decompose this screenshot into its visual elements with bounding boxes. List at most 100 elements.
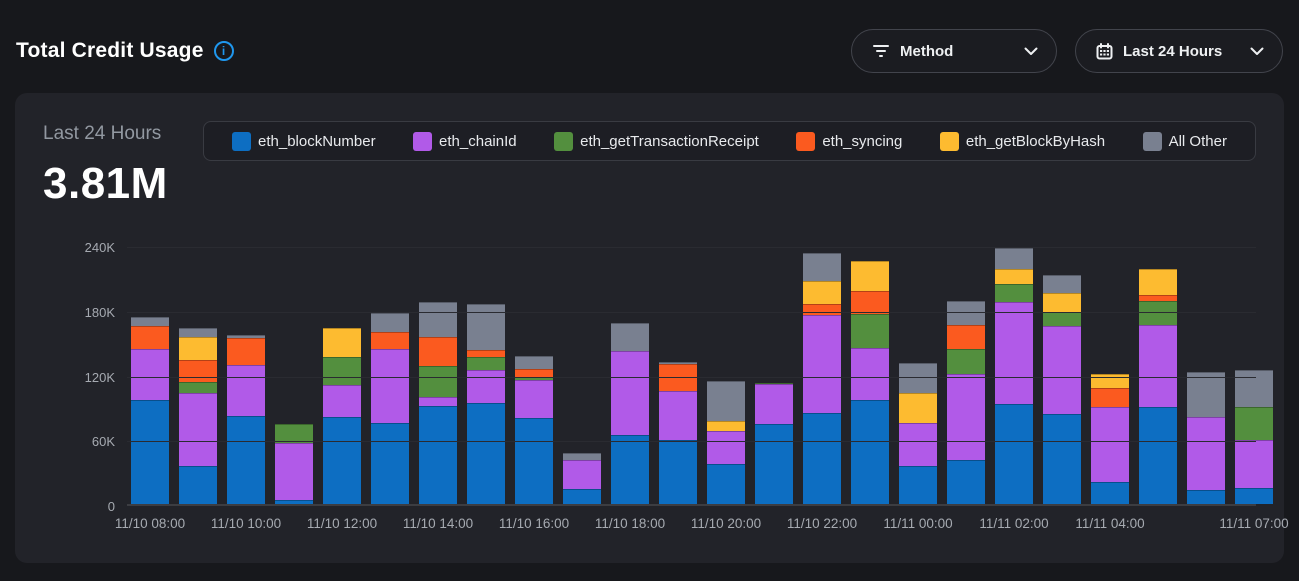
legend-item-All Other[interactable]: All Other	[1142, 131, 1227, 151]
bar-segment-eth_blockNumber[interactable]	[1235, 487, 1273, 504]
legend-item-eth_blockNumber[interactable]: eth_blockNumber	[232, 131, 376, 151]
bar-11/10 23:00[interactable]	[851, 261, 889, 504]
bar-segment-eth_chainId[interactable]	[851, 347, 889, 401]
bar-segment-eth_getBlockByHash[interactable]	[803, 280, 841, 305]
bar-segment-eth_getTransactionReceipt[interactable]	[947, 348, 985, 374]
bar-segment-eth_chainId[interactable]	[371, 348, 409, 424]
bar-segment-eth_chainId[interactable]	[467, 370, 505, 403]
bar-segment-eth_getBlockByHash[interactable]	[179, 336, 217, 361]
bar-segment-eth_chainId[interactable]	[899, 423, 937, 467]
bar-segment-All Other[interactable]	[131, 317, 169, 326]
bar-segment-eth_syncing[interactable]	[1139, 294, 1177, 302]
bar-segment-eth_blockNumber[interactable]	[563, 488, 601, 504]
bar-segment-eth_blockNumber[interactable]	[323, 416, 361, 504]
bar-segment-All Other[interactable]	[707, 381, 745, 421]
bar-11/11 07:00[interactable]	[1235, 370, 1273, 504]
bar-segment-eth_chainId[interactable]	[1187, 416, 1225, 490]
bar-segment-eth_blockNumber[interactable]	[899, 466, 937, 504]
bar-segment-eth_chainId[interactable]	[227, 364, 265, 416]
bar-segment-eth_getTransactionReceipt[interactable]	[467, 357, 505, 371]
bar-segment-All Other[interactable]	[1043, 275, 1081, 293]
bar-11/10 10:00[interactable]	[227, 334, 265, 504]
bar-segment-eth_getBlockByHash[interactable]	[899, 392, 937, 424]
bar-11/10 08:00[interactable]	[131, 317, 169, 504]
bar-segment-All Other[interactable]	[659, 361, 697, 364]
bar-11/10 22:00[interactable]	[803, 252, 841, 504]
bar-segment-eth_syncing[interactable]	[515, 369, 553, 377]
bar-segment-eth_getBlockByHash[interactable]	[1139, 268, 1177, 295]
bar-segment-eth_chainId[interactable]	[995, 302, 1033, 404]
bar-segment-eth_syncing[interactable]	[467, 349, 505, 358]
bar-segment-eth_blockNumber[interactable]	[179, 466, 217, 504]
bar-segment-All Other[interactable]	[563, 453, 601, 460]
bar-11/10 15:00[interactable]	[467, 304, 505, 504]
bar-segment-eth_getBlockByHash[interactable]	[851, 261, 889, 292]
bar-segment-eth_getBlockByHash[interactable]	[323, 328, 361, 358]
bar-segment-All Other[interactable]	[1187, 372, 1225, 417]
bar-segment-eth_getTransactionReceipt[interactable]	[419, 365, 457, 398]
bar-segment-eth_chainId[interactable]	[611, 350, 649, 435]
bar-segment-eth_blockNumber[interactable]	[1187, 490, 1225, 504]
bar-segment-eth_blockNumber[interactable]	[227, 415, 265, 504]
bar-segment-eth_getTransactionReceipt[interactable]	[995, 283, 1033, 303]
bar-segment-eth_chainId[interactable]	[275, 442, 313, 500]
date-range-dropdown[interactable]: Last 24 Hours	[1075, 29, 1283, 73]
bar-11/10 13:00[interactable]	[371, 313, 409, 504]
bar-11/10 18:00[interactable]	[611, 322, 649, 504]
bar-segment-eth_getTransactionReceipt[interactable]	[1139, 301, 1177, 325]
bar-11/10 17:00[interactable]	[563, 453, 601, 504]
bar-segment-eth_chainId[interactable]	[179, 392, 217, 467]
bar-11/10 16:00[interactable]	[515, 356, 553, 504]
bar-11/10 12:00[interactable]	[323, 328, 361, 504]
bar-segment-eth_getTransactionReceipt[interactable]	[179, 382, 217, 393]
bar-11/10 11:00[interactable]	[275, 424, 313, 504]
legend-item-eth_syncing[interactable]: eth_syncing	[796, 131, 902, 151]
bar-segment-eth_blockNumber[interactable]	[947, 459, 985, 504]
bar-segment-All Other[interactable]	[611, 322, 649, 351]
bar-11/11 02:00[interactable]	[995, 248, 1033, 504]
bar-segment-All Other[interactable]	[1235, 370, 1273, 407]
bar-segment-All Other[interactable]	[899, 362, 937, 393]
bar-11/10 19:00[interactable]	[659, 361, 697, 504]
bar-segment-All Other[interactable]	[179, 328, 217, 337]
bar-segment-eth_getBlockByHash[interactable]	[995, 268, 1033, 284]
legend-item-eth_getBlockByHash[interactable]: eth_getBlockByHash	[939, 131, 1105, 151]
bar-segment-All Other[interactable]	[947, 301, 985, 326]
bar-segment-eth_blockNumber[interactable]	[515, 417, 553, 504]
bar-segment-eth_blockNumber[interactable]	[131, 400, 169, 504]
bar-segment-eth_blockNumber[interactable]	[851, 400, 889, 504]
bar-segment-eth_getTransactionReceipt[interactable]	[851, 314, 889, 348]
bar-segment-eth_blockNumber[interactable]	[755, 424, 793, 504]
bar-segment-eth_chainId[interactable]	[563, 459, 601, 489]
bar-11/11 06:00[interactable]	[1187, 372, 1225, 504]
bar-segment-All Other[interactable]	[515, 356, 553, 370]
bar-segment-eth_chainId[interactable]	[1235, 440, 1273, 488]
bar-11/11 05:00[interactable]	[1139, 268, 1177, 504]
bar-segment-eth_getTransactionReceipt[interactable]	[275, 424, 313, 443]
bar-segment-eth_blockNumber[interactable]	[1091, 482, 1129, 504]
bar-segment-eth_blockNumber[interactable]	[371, 423, 409, 504]
bar-segment-eth_blockNumber[interactable]	[659, 440, 697, 504]
bar-segment-eth_getTransactionReceipt[interactable]	[1043, 311, 1081, 326]
bar-segment-eth_blockNumber[interactable]	[1043, 414, 1081, 504]
bar-segment-All Other[interactable]	[419, 302, 457, 337]
bar-segment-eth_blockNumber[interactable]	[419, 405, 457, 504]
bar-segment-All Other[interactable]	[995, 248, 1033, 269]
bar-11/11 03:00[interactable]	[1043, 275, 1081, 504]
bar-segment-eth_chainId[interactable]	[947, 373, 985, 460]
bar-segment-All Other[interactable]	[803, 252, 841, 281]
bar-11/10 20:00[interactable]	[707, 381, 745, 504]
bar-segment-eth_syncing[interactable]	[851, 291, 889, 315]
bar-segment-eth_getBlockByHash[interactable]	[707, 420, 745, 431]
bar-segment-eth_getTransactionReceipt[interactable]	[755, 383, 793, 385]
bar-segment-All Other[interactable]	[371, 313, 409, 333]
bar-segment-eth_syncing[interactable]	[371, 332, 409, 349]
bar-segment-eth_chainId[interactable]	[1139, 324, 1177, 407]
legend-item-eth_getTransactionReceipt[interactable]: eth_getTransactionReceipt	[554, 131, 759, 151]
bar-segment-eth_getTransactionReceipt[interactable]	[1235, 406, 1273, 441]
bar-segment-eth_getTransactionReceipt[interactable]	[323, 357, 361, 386]
bar-segment-eth_syncing[interactable]	[419, 336, 457, 366]
bar-segment-eth_chainId[interactable]	[323, 385, 361, 417]
legend-item-eth_chainId[interactable]: eth_chainId	[413, 131, 517, 151]
bar-11/10 21:00[interactable]	[755, 383, 793, 504]
